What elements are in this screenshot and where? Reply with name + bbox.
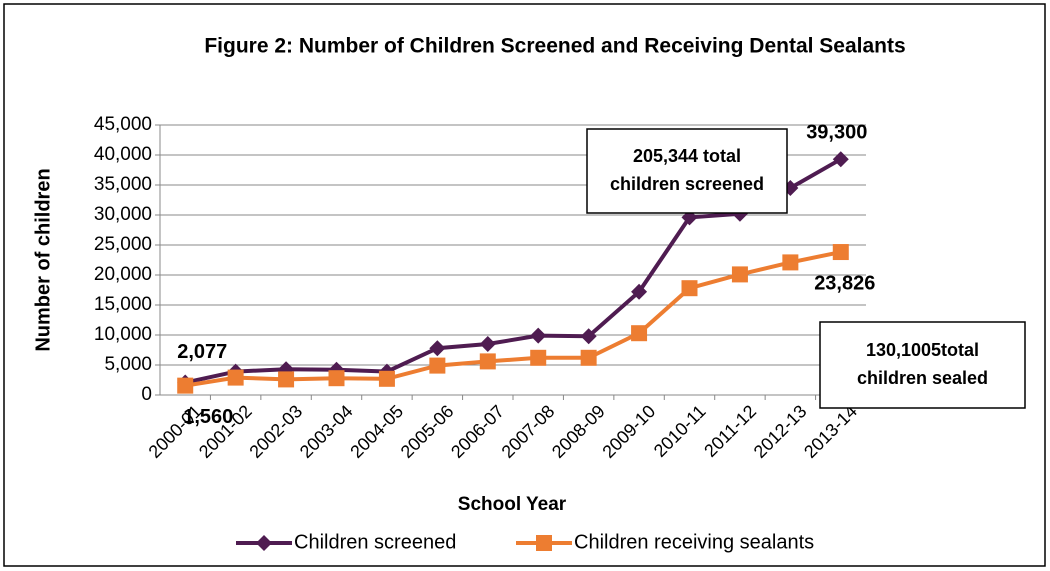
annotation-text: 205,344 total — [633, 146, 741, 166]
chart-title: Figure 2: Number of Children Screened an… — [204, 35, 905, 58]
marker — [832, 151, 849, 168]
marker — [479, 353, 496, 370]
marker — [832, 244, 849, 261]
marker — [530, 327, 547, 344]
data-label: 2,077 — [177, 341, 227, 363]
marker — [536, 535, 552, 551]
legend-label: Children screened — [294, 531, 456, 553]
series-line — [184, 250, 842, 388]
marker — [177, 377, 194, 394]
marker — [631, 283, 648, 300]
marker — [278, 371, 295, 388]
marker — [631, 325, 648, 342]
marker — [580, 349, 597, 366]
x-axis-label: School Year — [458, 494, 567, 515]
y-tick-label: 10,000 — [94, 324, 152, 345]
marker — [782, 254, 799, 271]
series-line — [184, 157, 842, 385]
y-tick-label: 0 — [141, 384, 152, 405]
marker — [227, 369, 244, 386]
marker — [256, 535, 272, 551]
data-label: 39,300 — [806, 121, 867, 143]
annotation-box — [819, 321, 1026, 409]
legend-label: Children receiving sealants — [574, 531, 814, 553]
y-tick-label: 25,000 — [94, 234, 152, 255]
annotation-text: children sealed — [857, 368, 988, 388]
marker — [479, 336, 496, 352]
y-axis-label: Number of children — [32, 168, 54, 351]
marker — [429, 340, 446, 357]
marker — [328, 370, 345, 387]
annotation-text: children screened — [610, 174, 764, 194]
data-label: 23,826 — [814, 272, 875, 294]
y-tick-label: 15,000 — [94, 294, 152, 315]
chart-border — [3, 3, 1046, 567]
y-tick-label: 20,000 — [94, 264, 152, 285]
marker — [681, 280, 698, 297]
marker — [530, 349, 547, 366]
annotation-box — [586, 128, 788, 214]
marker — [580, 328, 597, 345]
y-tick-label: 40,000 — [94, 144, 152, 165]
y-tick-label: 5,000 — [104, 354, 152, 375]
y-tick-label: 30,000 — [94, 204, 152, 225]
data-label: 1,560 — [183, 406, 233, 428]
annotation-text: 130,1005total — [866, 340, 979, 360]
marker — [378, 370, 395, 387]
marker — [731, 266, 748, 283]
marker — [429, 357, 446, 374]
y-tick-label: 35,000 — [94, 174, 152, 195]
y-tick-label: 45,000 — [94, 114, 152, 135]
